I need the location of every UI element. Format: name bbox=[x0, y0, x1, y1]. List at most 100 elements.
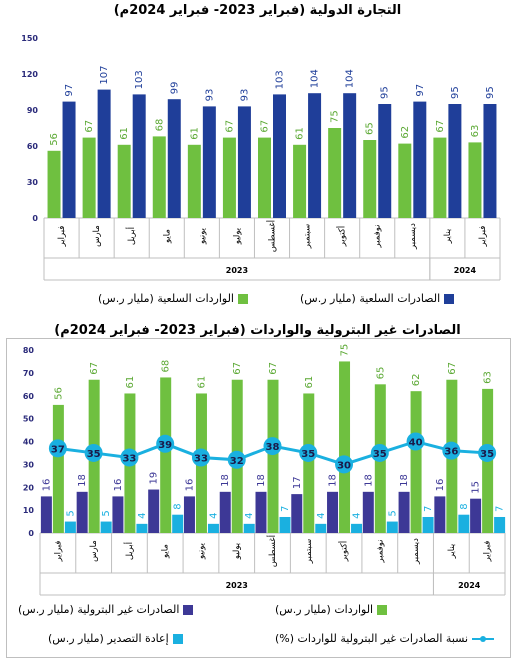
c2-year-label-0: 2023 bbox=[226, 581, 248, 590]
legend2-label-imports: الواردات (مليار ر.س) bbox=[275, 603, 374, 616]
c2-label-s0-4: 16 bbox=[184, 479, 195, 492]
legend2-swatch-reexport bbox=[172, 634, 183, 644]
chart2-frame bbox=[6, 338, 511, 658]
c2-label-s1-5: 67 bbox=[232, 362, 243, 375]
c1-label-s1-11: 95 bbox=[450, 86, 461, 99]
c2-label-s0-9: 18 bbox=[363, 474, 374, 487]
c2-label-s0-0: 16 bbox=[41, 479, 52, 492]
chart2-title: الصادرات غير البترولية والواردات (فبراير… bbox=[54, 323, 461, 338]
c2-ytick-0: 0 bbox=[28, 529, 34, 538]
c1-bar-s1-8 bbox=[343, 93, 357, 218]
c2-label-s2-8: 4 bbox=[352, 512, 363, 518]
c1-label-s1-10: 97 bbox=[415, 84, 426, 97]
c1-bar-s1-4 bbox=[202, 106, 216, 218]
c2-bar-s1-10 bbox=[410, 391, 422, 533]
legend2-label-reexport: إعادة التصدير (مليار ر.س) bbox=[48, 632, 169, 645]
chart2-legend-nonoil: الصادرات غير البترولية (مليار ر.س) bbox=[18, 603, 194, 616]
c2-label-s2-0: 5 bbox=[65, 510, 76, 516]
c1-cat-label-9: نوفمبر bbox=[373, 225, 383, 249]
legend-swatch-exports bbox=[444, 294, 455, 304]
c1-cat-label-3: مايو bbox=[162, 229, 172, 244]
c2-label-s2-1: 5 bbox=[101, 510, 112, 516]
c2-bar-s2-11 bbox=[458, 514, 470, 533]
c2-ytick-4: 40 bbox=[23, 438, 35, 447]
c2-label-s1-4: 61 bbox=[196, 376, 207, 389]
c2-label-s2-11: 8 bbox=[459, 503, 470, 509]
c2-ratio-point-7 bbox=[299, 443, 318, 462]
c2-label-s0-10: 18 bbox=[399, 474, 410, 487]
c2-bar-s1-7 bbox=[303, 393, 315, 533]
c2-ytick-5: 50 bbox=[23, 415, 35, 424]
c2-ratio-label-0: 37 bbox=[51, 444, 65, 455]
c2-ytick-3: 30 bbox=[23, 460, 35, 469]
chart1-legend-imports: الواردات السلعية (مليار ر.س) bbox=[98, 292, 248, 305]
c1-cat-label-7: سبتمبر bbox=[303, 224, 313, 249]
c2-ratio-label-5: 32 bbox=[230, 456, 244, 467]
c1-bar-s1-10 bbox=[413, 101, 427, 218]
c2-label-s2-6: 7 bbox=[280, 506, 291, 512]
chart1-legend-exports: الصادرات السلعية (مليار ر.س) bbox=[300, 292, 455, 305]
c2-cat-label-11: يناير bbox=[447, 543, 457, 559]
c2-ytick-2: 20 bbox=[23, 483, 35, 492]
c2-bar-s0-1 bbox=[76, 491, 88, 533]
c2-bar-s0-12 bbox=[470, 498, 482, 533]
c2-label-s2-12: 7 bbox=[495, 506, 506, 512]
c2-ratio-point-0 bbox=[48, 439, 67, 458]
c2-bar-s0-4 bbox=[183, 496, 195, 533]
c1-bar-s0-8 bbox=[328, 128, 342, 218]
c1-label-s1-1: 107 bbox=[99, 66, 110, 85]
c2-label-s1-2: 61 bbox=[125, 376, 136, 389]
c2-cat-label-2: أبريل bbox=[123, 542, 135, 560]
c2-label-s0-7: 17 bbox=[292, 476, 303, 489]
c2-label-s0-8: 18 bbox=[328, 474, 339, 487]
c2-ratio-point-11 bbox=[442, 441, 461, 460]
legend-label-exports: الصادرات السلعية (مليار ر.س) bbox=[300, 292, 441, 305]
c1-label-s1-0: 97 bbox=[64, 84, 75, 97]
c1-bar-s1-1 bbox=[97, 89, 111, 218]
c2-label-s2-9: 5 bbox=[387, 510, 398, 516]
c2-ratio-label-1: 35 bbox=[87, 449, 101, 460]
c2-ratio-point-4 bbox=[191, 448, 210, 467]
c2-ratio-label-11: 36 bbox=[444, 447, 458, 458]
c1-bar-s0-4 bbox=[187, 144, 201, 218]
c2-cat-label-10: ديسمبر bbox=[411, 538, 421, 565]
c1-cat-label-11: يناير bbox=[443, 228, 453, 244]
c2-bar-s1-0 bbox=[52, 404, 64, 533]
c2-label-s0-2: 16 bbox=[113, 479, 124, 492]
c2-ratio-point-8 bbox=[335, 455, 354, 474]
c2-label-s2-2: 4 bbox=[137, 512, 148, 518]
c2-label-s0-12: 15 bbox=[471, 481, 482, 494]
legend2-label-nonoil: الصادرات غير البترولية (مليار ر.س) bbox=[18, 603, 180, 616]
c2-year-label-1: 2024 bbox=[458, 581, 481, 590]
c1-bar-s1-9 bbox=[378, 104, 392, 218]
c1-year-label-0: 2023 bbox=[226, 266, 248, 275]
c2-label-s1-3: 68 bbox=[161, 360, 172, 373]
c2-label-s1-9: 65 bbox=[375, 367, 386, 380]
c2-ratio-label-8: 30 bbox=[337, 460, 351, 471]
c1-ytick-4: 120 bbox=[21, 70, 38, 79]
legend2-swatch-nonoil bbox=[183, 605, 194, 615]
c2-ratio-point-1 bbox=[84, 443, 103, 462]
c1-label-s0-6: 67 bbox=[260, 120, 271, 133]
legend-swatch-imports bbox=[237, 294, 248, 304]
c1-label-s0-2: 61 bbox=[119, 127, 130, 140]
chart1-title: التجارة الدولية (فبراير 2023- فبراير 202… bbox=[113, 3, 402, 18]
c2-bar-s2-5 bbox=[243, 523, 255, 533]
c1-label-s0-12: 63 bbox=[470, 125, 481, 138]
c2-ratio-point-3 bbox=[156, 434, 175, 453]
c1-bar-s0-5 bbox=[222, 137, 236, 218]
c1-label-s1-12: 95 bbox=[485, 86, 496, 99]
c1-ytick-5: 150 bbox=[21, 34, 38, 43]
c2-cat-label-3: مايو bbox=[161, 544, 171, 559]
c2-label-s2-4: 4 bbox=[208, 512, 219, 518]
c2-bar-s0-7 bbox=[291, 494, 303, 533]
c2-label-s2-10: 7 bbox=[423, 506, 434, 512]
c1-label-s1-2: 103 bbox=[134, 70, 145, 89]
c2-cat-label-9: نوفمبر bbox=[375, 540, 385, 564]
c1-label-s1-4: 93 bbox=[204, 89, 215, 102]
c2-label-s0-11: 16 bbox=[435, 479, 446, 492]
c1-cat-label-1: مارس bbox=[92, 225, 102, 247]
c2-label-s1-6: 67 bbox=[268, 362, 279, 375]
c2-label-s1-10: 62 bbox=[411, 373, 422, 386]
c1-label-s0-5: 67 bbox=[224, 120, 235, 133]
